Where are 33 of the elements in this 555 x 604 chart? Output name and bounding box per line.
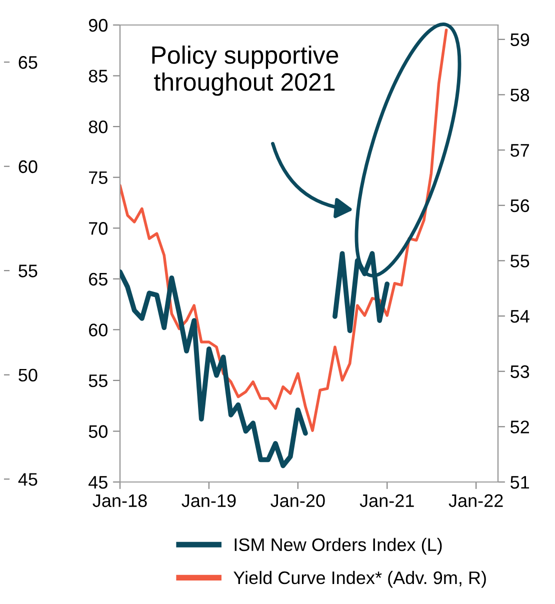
y3-tick-label: 60 [18,160,38,174]
y2-tick-label: 59 [510,33,530,46]
y-tick-label: 75 [89,171,108,184]
y3-tick-label: 45 [18,473,38,486]
y2-tick-label: 54 [510,310,530,323]
x-tick-label: Jan-19 [182,494,236,508]
y-tick-label: 90 [88,18,108,32]
y-tick-label: 45 [88,476,108,489]
annotation: Policy supportive throughout 2021 [152,46,338,96]
y-tick-label: 85 [88,70,108,82]
y3-tick-label: 55 [18,264,38,278]
y2-tick-label: 56 [510,199,530,212]
y-tick-label: 55 [88,374,108,388]
y2-tick-label: 53 [510,365,530,378]
legend-label: ISM New Orders Index (L) [234,538,442,555]
y2-tick-label: 51 [510,476,530,489]
y-tick-label: 70 [89,222,108,235]
x-tick-label: Jan-21 [360,494,414,508]
y3-tick-label: 50 [18,368,38,382]
y2-tick-label: 58 [510,88,530,102]
y-tick-label: 60 [89,324,108,336]
x-tick-label: Jan-22 [448,494,503,508]
y-tick-label: 50 [88,425,108,438]
x-tick-label: Jan-18 [92,494,147,508]
legend-label: Yield Curve Index* (Adv. 9m, R) [234,570,486,588]
y-tick-label: 80 [88,120,108,134]
y3-tick-label: 65 [18,56,38,69]
line-series [120,28,448,432]
y2-tick-label: 57 [510,144,529,157]
x-tick-label: Jan-20 [270,494,325,508]
y2-tick-label: 55 [510,254,530,268]
y-tick-label: 65 [89,272,108,286]
y2-tick-label: 52 [510,420,529,434]
